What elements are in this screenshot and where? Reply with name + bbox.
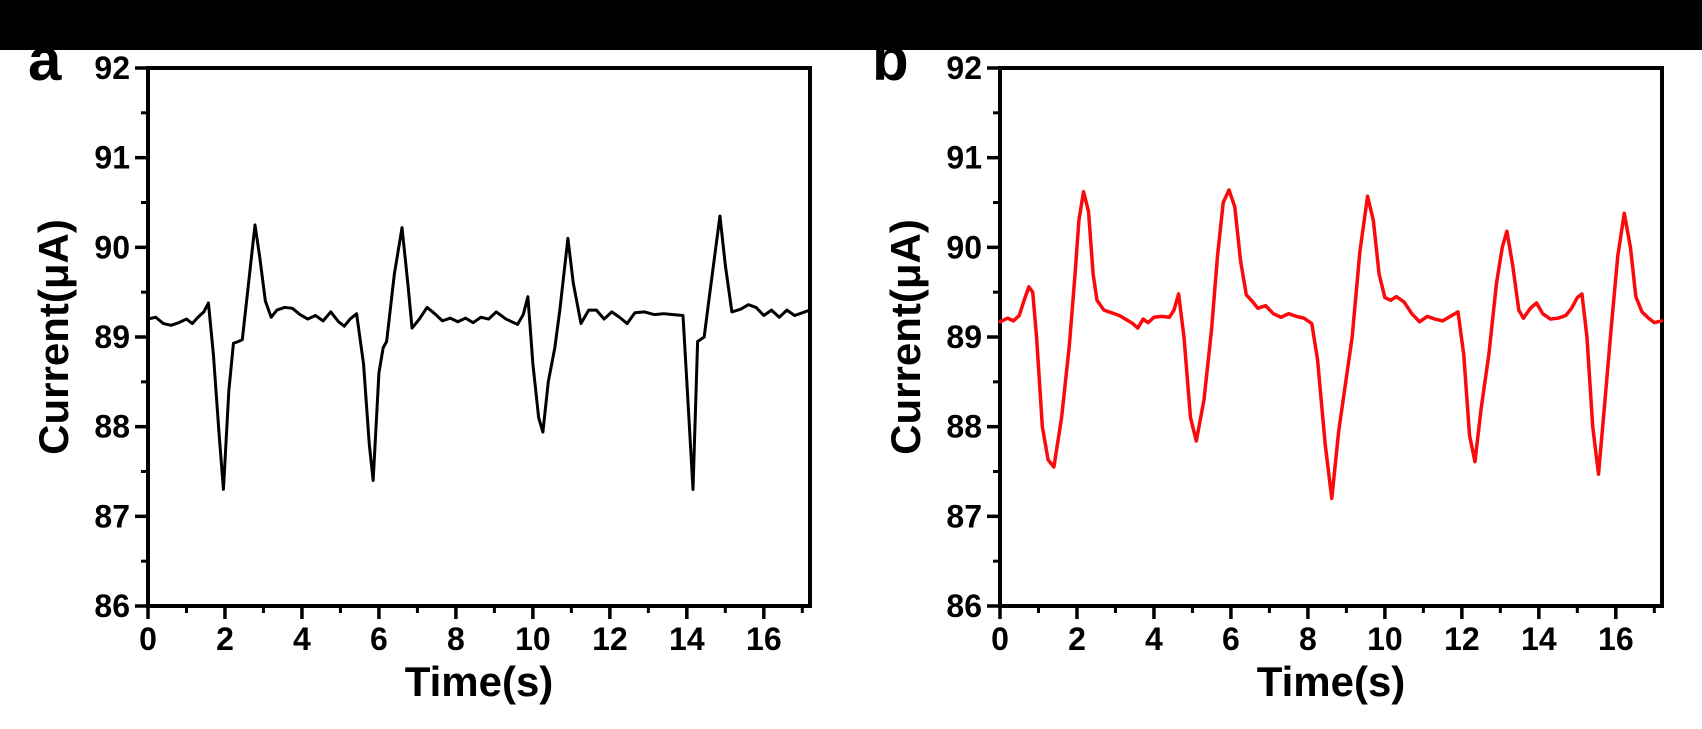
y-tick-label: 91: [94, 140, 130, 176]
x-tick-label: 0: [991, 621, 1009, 657]
x-tick-label: 0: [139, 621, 157, 657]
x-tick-label: 6: [370, 621, 388, 657]
y-tick-label: 87: [946, 498, 982, 534]
x-tick-label: 10: [1367, 621, 1403, 657]
x-tick-label: 8: [447, 621, 465, 657]
x-tick-label: 6: [1222, 621, 1240, 657]
x-tick-label: 12: [592, 621, 628, 657]
x-tick-label: 10: [515, 621, 551, 657]
x-tick-label: 14: [1521, 621, 1557, 657]
y-tick-label: 86: [946, 588, 982, 624]
y-axis-title-b: Current(μA): [882, 219, 929, 455]
plot-svg-b: 0 2 4 6 8 10 12 14 16 86 87 88 89 90 91 92: [946, 50, 1664, 657]
x-tick-label: 12: [1444, 621, 1480, 657]
x-tick-label: 2: [216, 621, 234, 657]
x-tick-label: 16: [1598, 621, 1634, 657]
y-tick-label: 89: [94, 319, 130, 355]
y-axis-title-a: Current(μA): [30, 219, 77, 455]
plot-frame: [146, 66, 812, 608]
y-tick-label: 90: [946, 229, 982, 265]
y-tick-label: 86: [94, 588, 130, 624]
x-tick-label: 4: [293, 621, 311, 657]
y-tick-label: 88: [946, 409, 982, 445]
x-tick-label: 2: [1068, 621, 1086, 657]
plot-svg-a: 0 2 4 6 8 10 12 14 16 86 87 88 89 90 91 92: [94, 50, 812, 657]
y-tick-label: 91: [946, 140, 982, 176]
y-tick-label: 90: [94, 229, 130, 265]
y-tick-label: 89: [946, 319, 982, 355]
x-axis-title-a: Time(s): [404, 658, 554, 705]
current-trace-a: [146, 214, 812, 491]
x-tick-label: 4: [1145, 621, 1163, 657]
top-black-bar: [0, 0, 1702, 50]
y-tick-label: 92: [94, 50, 130, 86]
y-tick-label: 88: [94, 409, 130, 445]
current-trace-b: [998, 188, 1664, 501]
plot-frame: [998, 66, 1664, 608]
x-axis-title-b: Time(s): [1256, 658, 1406, 705]
y-tick-label: 92: [946, 50, 982, 86]
x-tick-label: 8: [1299, 621, 1317, 657]
x-tick-label: 16: [746, 621, 782, 657]
x-tick-label: 14: [669, 621, 705, 657]
y-tick-label: 87: [94, 498, 130, 534]
